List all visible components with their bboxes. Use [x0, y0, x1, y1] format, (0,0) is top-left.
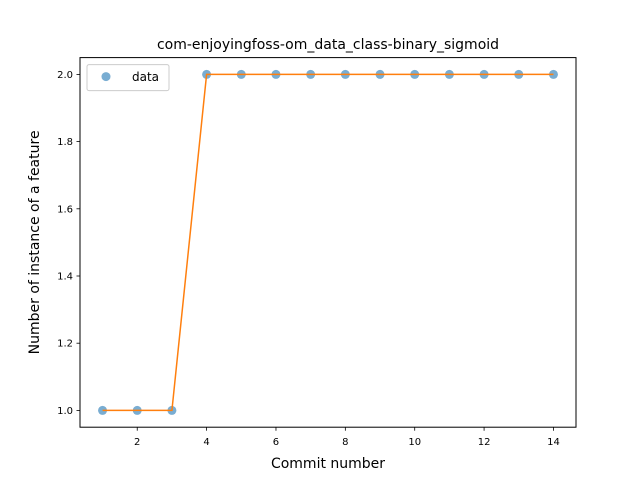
- y-tick-label: 1.8: [57, 137, 73, 148]
- x-axis-ticks: 2 4 6 8 10 12 14: [134, 427, 560, 448]
- x-tick-label: 8: [342, 437, 348, 448]
- y-axis-ticks: 1.0 1.2 1.4 1.6 1.8 2.0: [57, 70, 80, 417]
- x-tick-label: 12: [478, 437, 491, 448]
- y-tick-label: 1.0: [57, 406, 73, 417]
- x-tick-label: 10: [408, 437, 421, 448]
- y-axis-label: Number of instance of a feature: [27, 130, 43, 354]
- series-line: [102, 73, 554, 412]
- x-tick-label: 4: [203, 437, 209, 448]
- legend-label-data: data: [132, 70, 159, 84]
- legend-marker-data: [101, 72, 111, 82]
- y-tick-label: 1.4: [57, 272, 73, 283]
- axes-frame: [79, 57, 577, 428]
- plot-area: [98, 69, 558, 415]
- chart-title: com-enjoyingfoss-om_data_class-binary_si…: [157, 37, 499, 53]
- legend-box: [86, 64, 170, 92]
- y-tick-label: 1.6: [57, 204, 73, 215]
- x-tick-label: 6: [273, 437, 279, 448]
- y-tick-label: 2.0: [57, 70, 73, 81]
- x-tick-label: 14: [547, 437, 560, 448]
- x-tick-label: 2: [134, 437, 140, 448]
- legend: data: [86, 64, 170, 92]
- y-tick-label: 1.2: [57, 339, 73, 350]
- x-axis-label: Commit number: [271, 456, 385, 472]
